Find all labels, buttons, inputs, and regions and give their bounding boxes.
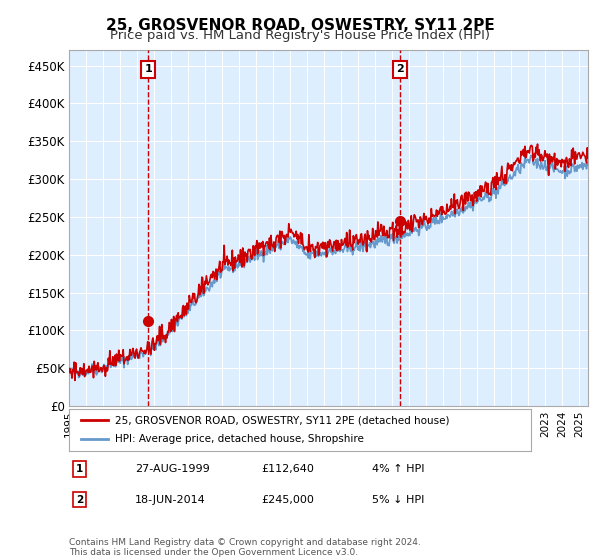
Text: 2: 2 bbox=[396, 64, 404, 74]
Text: £112,640: £112,640 bbox=[261, 464, 314, 474]
Text: 2: 2 bbox=[76, 494, 83, 505]
Text: 5% ↓ HPI: 5% ↓ HPI bbox=[372, 494, 424, 505]
Text: Contains HM Land Registry data © Crown copyright and database right 2024.
This d: Contains HM Land Registry data © Crown c… bbox=[69, 538, 421, 557]
Text: 25, GROSVENOR ROAD, OSWESTRY, SY11 2PE (detached house): 25, GROSVENOR ROAD, OSWESTRY, SY11 2PE (… bbox=[115, 415, 450, 425]
Text: 1: 1 bbox=[144, 64, 152, 74]
Text: 4% ↑ HPI: 4% ↑ HPI bbox=[372, 464, 425, 474]
Text: 1: 1 bbox=[76, 464, 83, 474]
Text: HPI: Average price, detached house, Shropshire: HPI: Average price, detached house, Shro… bbox=[115, 435, 364, 445]
Text: 18-JUN-2014: 18-JUN-2014 bbox=[135, 494, 206, 505]
Text: 27-AUG-1999: 27-AUG-1999 bbox=[135, 464, 210, 474]
Text: 25, GROSVENOR ROAD, OSWESTRY, SY11 2PE: 25, GROSVENOR ROAD, OSWESTRY, SY11 2PE bbox=[106, 18, 494, 33]
Text: £245,000: £245,000 bbox=[261, 494, 314, 505]
Text: Price paid vs. HM Land Registry's House Price Index (HPI): Price paid vs. HM Land Registry's House … bbox=[110, 29, 490, 42]
